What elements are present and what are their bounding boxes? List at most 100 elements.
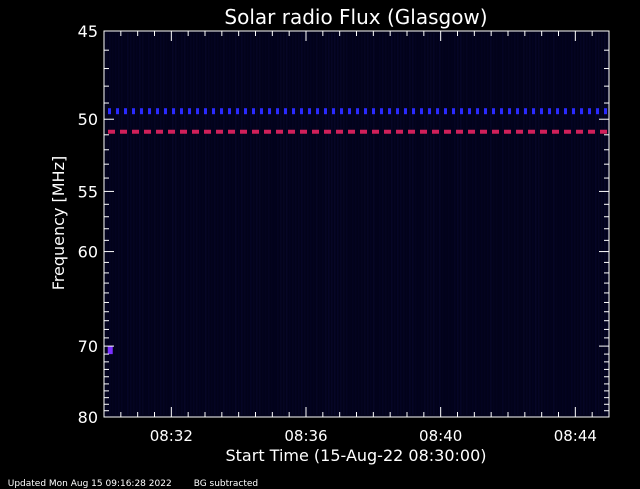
- x-tick-label: 08:32: [150, 427, 193, 445]
- emission-dash: [556, 108, 559, 115]
- emission-dash: [484, 108, 487, 115]
- noise-streak: [424, 33, 426, 415]
- noise-streak: [418, 33, 420, 415]
- noise-streak: [580, 33, 582, 415]
- noise-streak: [265, 33, 267, 415]
- noise-streak: [361, 33, 363, 415]
- emission-line: [108, 108, 607, 115]
- noise-streak: [601, 33, 603, 415]
- noise-streak: [397, 33, 399, 415]
- emission-dash: [492, 108, 495, 115]
- noise-streak: [352, 33, 354, 415]
- noise-streak: [559, 33, 561, 415]
- emission-dash: [196, 108, 199, 115]
- emission-dash: [288, 129, 295, 134]
- emission-dash: [564, 108, 567, 115]
- emission-dash: [316, 108, 319, 115]
- noise-streak: [433, 33, 435, 415]
- emission-dash: [268, 108, 271, 115]
- noise-streak: [256, 33, 258, 415]
- emission-dash: [372, 108, 375, 115]
- emission-dash: [236, 108, 239, 115]
- noise-streak: [268, 33, 270, 415]
- emission-dash: [144, 129, 151, 134]
- y-tick-label: 70: [78, 337, 98, 356]
- emission-dash: [212, 108, 215, 115]
- noise-streak: [406, 33, 408, 415]
- noise-streak: [250, 33, 252, 415]
- noise-texture: [106, 33, 609, 415]
- y-axis-label: Frequency [MHz]: [49, 156, 68, 290]
- emission-dash: [380, 108, 383, 115]
- noise-streak: [469, 33, 471, 415]
- noise-streak: [511, 33, 513, 415]
- y-tick-label: 45: [78, 22, 98, 41]
- y-axis: 45 50 55 60 70 80: [78, 22, 609, 427]
- noise-streak: [508, 33, 510, 415]
- noise-streak: [445, 33, 447, 415]
- burst-mark: [107, 346, 113, 355]
- emission-dash: [452, 108, 455, 115]
- noise-streak: [262, 33, 264, 415]
- noise-streak: [454, 33, 456, 415]
- emission-dash: [156, 108, 159, 115]
- emission-dash: [500, 108, 503, 115]
- noise-streak: [421, 33, 423, 415]
- noise-streak: [400, 33, 402, 415]
- noise-streak: [247, 33, 249, 415]
- noise-streak: [430, 33, 432, 415]
- emission-dash: [396, 108, 399, 115]
- emission-dash: [596, 108, 599, 115]
- emission-dash: [120, 129, 127, 134]
- emission-dash: [476, 108, 479, 115]
- noise-streak: [193, 33, 195, 415]
- emission-dash: [276, 129, 283, 134]
- emission-dash: [456, 129, 463, 134]
- noise-streak: [427, 33, 429, 415]
- x-tick-label: 08:40: [419, 427, 462, 445]
- emission-dash: [124, 108, 127, 115]
- noise-streak: [235, 33, 237, 415]
- emission-dash: [408, 129, 415, 134]
- noise-streak: [241, 33, 243, 415]
- emission-dash: [132, 108, 135, 115]
- noise-streak: [154, 33, 156, 415]
- noise-streak: [142, 33, 144, 415]
- noise-streak: [439, 33, 441, 415]
- emission-dash: [336, 129, 343, 134]
- x-axis-label: Start Time (15-Aug-22 08:30:00): [226, 446, 487, 465]
- noise-streak: [547, 33, 549, 415]
- noise-streak: [475, 33, 477, 415]
- emission-dash: [516, 129, 523, 134]
- noise-streak: [217, 33, 219, 415]
- noise-streak: [358, 33, 360, 415]
- noise-streak: [274, 33, 276, 415]
- emission-dash: [300, 129, 307, 134]
- emission-dash: [180, 129, 187, 134]
- noise-streak: [124, 33, 126, 415]
- noise-streak: [391, 33, 393, 415]
- emission-dash: [468, 108, 471, 115]
- noise-streak: [214, 33, 216, 415]
- emission-dash: [192, 129, 199, 134]
- noise-streak: [130, 33, 132, 415]
- noise-streak: [337, 33, 339, 415]
- noise-streak: [283, 33, 285, 415]
- noise-streak: [163, 33, 165, 415]
- emission-dash: [108, 108, 111, 115]
- noise-streak: [202, 33, 204, 415]
- emission-dash: [312, 129, 319, 134]
- emission-dash: [576, 129, 583, 134]
- emission-dash: [356, 108, 359, 115]
- noise-streak: [505, 33, 507, 415]
- noise-streak: [121, 33, 123, 415]
- noise-streak: [145, 33, 147, 415]
- emission-dash: [264, 129, 271, 134]
- noise-streak: [325, 33, 327, 415]
- noise-streak: [388, 33, 390, 415]
- emission-dash: [340, 108, 343, 115]
- noise-streak: [493, 33, 495, 415]
- emission-dash: [252, 108, 255, 115]
- emission-dash: [140, 108, 143, 115]
- emission-dash: [428, 108, 431, 115]
